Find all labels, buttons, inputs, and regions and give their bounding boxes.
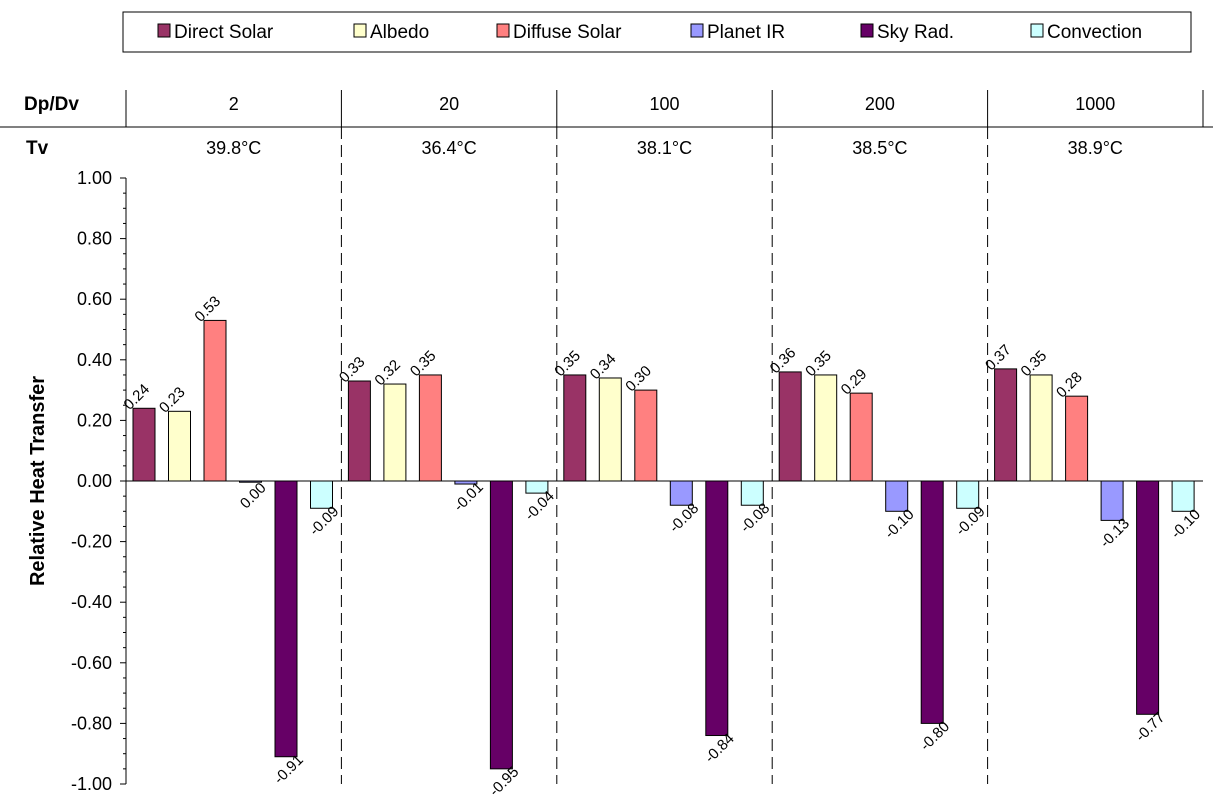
bar: [1171, 480, 1195, 512]
bar: [740, 480, 764, 506]
bar: [203, 319, 227, 482]
bar: [669, 480, 693, 506]
category-label: 20: [439, 94, 459, 114]
legend-label: Diffuse Solar: [513, 22, 622, 43]
bar: [994, 368, 1018, 482]
bar: [132, 407, 156, 482]
bar: [274, 480, 298, 758]
y-tick-label: 0.60: [77, 289, 112, 309]
bar: [1100, 480, 1124, 521]
bar: [598, 377, 622, 482]
y-tick-label: -0.80: [71, 713, 112, 733]
bar: [418, 374, 442, 482]
legend-label: Convection: [1047, 22, 1142, 43]
bar: [525, 480, 549, 494]
temperature-label: 36.4°C: [421, 138, 476, 158]
bar: [778, 371, 802, 482]
y-tick-label: -0.40: [71, 592, 112, 612]
category-label: 1000: [1075, 94, 1115, 114]
bar: [489, 480, 513, 770]
y-tick-label: 0.40: [77, 350, 112, 370]
legend-label: Sky Rad.: [877, 22, 954, 43]
y-tick-label: -1.00: [71, 774, 112, 794]
temperature-label: 38.1°C: [637, 138, 692, 158]
bar: [956, 480, 980, 509]
bar: [920, 480, 944, 724]
data-label: 0.00: [237, 479, 270, 512]
temp-header-label: Tv: [26, 138, 49, 159]
y-tick-label: -0.20: [71, 532, 112, 552]
bar: [814, 374, 838, 482]
category-label: 200: [865, 94, 895, 114]
bar: [383, 383, 407, 482]
bar: [1065, 395, 1089, 482]
group-header-label: Dp/Dv: [24, 94, 79, 115]
bar: [705, 480, 729, 737]
bar: [454, 480, 478, 485]
bar: [168, 410, 191, 482]
temperature-label: 38.5°C: [852, 138, 907, 158]
legend-label: Planet IR: [707, 22, 785, 43]
bar: [634, 389, 658, 482]
legend-swatch: [157, 23, 171, 38]
legend-label: Albedo: [370, 22, 429, 43]
legend-swatch: [1030, 23, 1044, 38]
bar: [563, 374, 587, 482]
y-axis-label: Relative Heat Transfer: [27, 376, 49, 586]
category-label: 100: [649, 94, 679, 114]
legend-swatch: [690, 23, 704, 38]
y-tick-label: -0.60: [71, 653, 112, 673]
bar: [310, 480, 333, 509]
y-tick-label: 0.80: [77, 229, 112, 249]
bar: [849, 392, 873, 482]
bar: [1029, 374, 1053, 482]
y-tick-label: 0.20: [77, 410, 112, 430]
bar: [347, 380, 371, 482]
legend-swatch: [496, 23, 510, 38]
y-tick-label: 1.00: [77, 168, 112, 188]
bars: [132, 319, 1195, 770]
legend-label: Direct Solar: [174, 22, 274, 43]
temperature-label: 38.9°C: [1068, 138, 1123, 158]
legend-swatch: [353, 23, 367, 38]
category-headers: Dp/Dv Tv 2 39.8°C 20 36.4°C 100 38.1°C 200 38.5°C…: [0, 90, 1213, 784]
legend-swatch: [860, 23, 874, 38]
y-tick-label: 0.00: [77, 471, 112, 491]
bar: [885, 480, 909, 512]
bar: [239, 480, 262, 483]
bar: [1136, 480, 1160, 715]
legend-box: [122, 11, 1192, 53]
y-axis: 1.00 0.80 0.60 0.40 0.20 0.00 -0.20 -0.40 -0.60 -…: [71, 168, 1203, 794]
temperature-label: 39.8°C: [206, 138, 261, 158]
category-label: 2: [229, 94, 239, 114]
legend: Direct Solar Albedo Diffuse Solar Planet IR…: [122, 11, 1192, 53]
